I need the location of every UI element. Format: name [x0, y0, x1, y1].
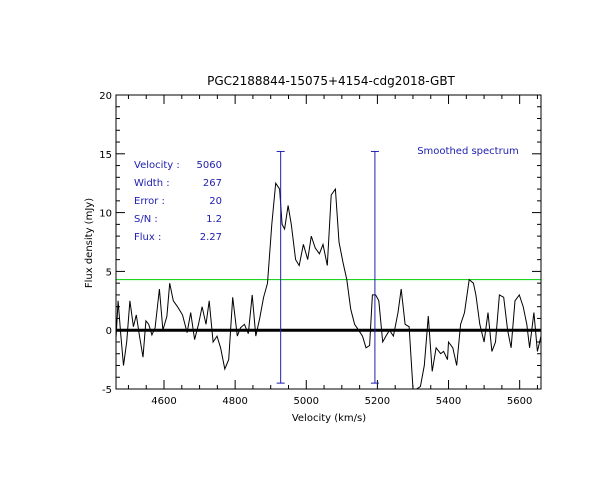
y-tick-label: 10: [99, 209, 112, 220]
spectrum-line: [116, 181, 541, 389]
y-tick-label: 0: [106, 326, 112, 337]
info-label: Width :: [134, 178, 170, 189]
info-value: 2.27: [200, 232, 222, 243]
info-label: Flux :: [134, 232, 161, 243]
x-axis-title: Velocity (km/s): [292, 413, 366, 424]
info-value: 1.2: [206, 214, 222, 225]
y-tick-label: 5: [106, 267, 112, 278]
info-value: 267: [203, 178, 222, 189]
info-value: 20: [209, 196, 222, 207]
x-tick-label: 5600: [507, 396, 532, 407]
y-tick-label: -5: [102, 385, 112, 396]
y-axis-title: Flux density (mJy): [84, 198, 95, 288]
plot-frame: [115, 94, 542, 390]
info-label: Velocity :: [134, 160, 180, 171]
info-value: 5060: [197, 160, 222, 171]
x-tick-label: 4600: [151, 396, 176, 407]
x-tick-label: 5200: [365, 396, 390, 407]
info-label: S/N :: [134, 214, 158, 225]
x-tick-label: 5400: [436, 396, 461, 407]
y-tick-label: 15: [99, 150, 112, 161]
x-tick-label: 4800: [222, 396, 247, 407]
x-tick-label: 5000: [294, 396, 319, 407]
plot-area: [116, 181, 541, 389]
y-tick-label: 20: [99, 91, 112, 102]
legend-label: Smoothed spectrum: [417, 146, 519, 157]
chart-title: PGC2188844-15075+4154-cdg2018-GBT: [207, 74, 455, 88]
info-label: Error :: [134, 196, 165, 207]
